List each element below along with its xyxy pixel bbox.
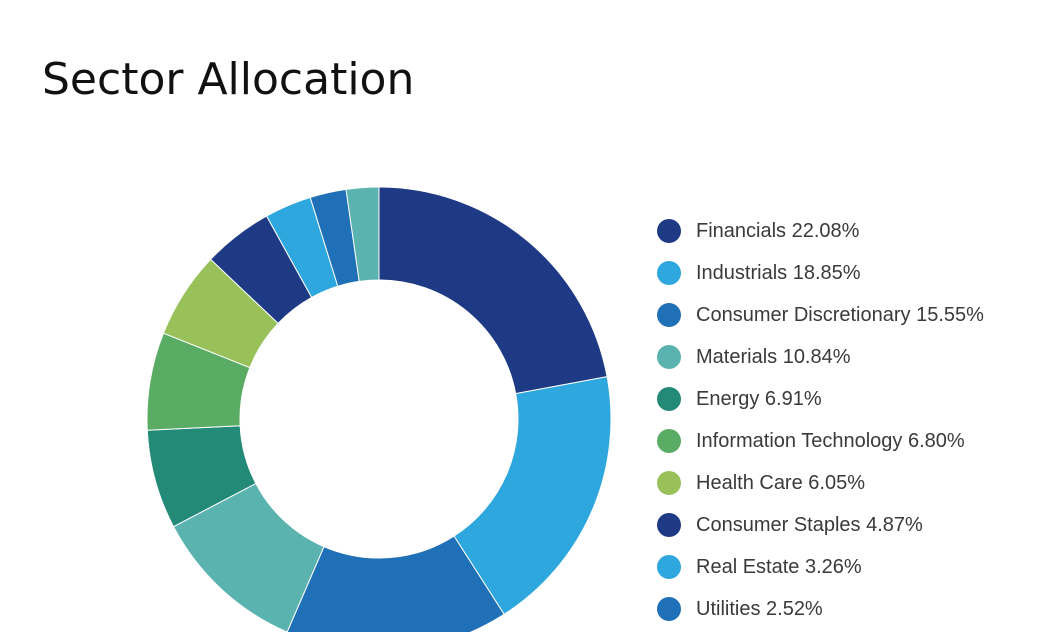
legend-swatch [657, 513, 681, 537]
chart-title: Sector Allocation [42, 54, 415, 105]
legend-item-real-estate[interactable]: Real Estate 3.26% [657, 546, 984, 588]
legend-label: Financials 22.08% [696, 219, 860, 242]
legend-swatch [657, 303, 681, 327]
legend-swatch [657, 555, 681, 579]
legend-label: Energy 6.91% [696, 387, 822, 410]
legend-swatch [657, 471, 681, 495]
legend-label: Consumer Discretionary 15.55% [696, 303, 984, 326]
legend-item-financials[interactable]: Financials 22.08% [657, 210, 984, 252]
legend-label: Health Care 6.05% [696, 471, 865, 494]
legend-label: Materials 10.84% [696, 345, 851, 368]
chart-legend: Financials 22.08% Industrials 18.85% Consu… [657, 210, 984, 630]
legend-item-industrials[interactable]: Industrials 18.85% [657, 252, 984, 294]
legend-label: Information Technology 6.80% [696, 429, 965, 452]
legend-item-energy[interactable]: Energy 6.91% [657, 378, 984, 420]
slice-industrials[interactable] [453, 376, 612, 616]
slice-other[interactable] [345, 186, 380, 282]
legend-item-materials[interactable]: Materials 10.84% [657, 336, 984, 378]
legend-label: Consumer Staples 4.87% [696, 513, 923, 536]
legend-label: Real Estate 3.26% [696, 555, 862, 578]
legend-swatch [657, 345, 681, 369]
legend-item-consumer-discretionary[interactable]: Consumer Discretionary 15.55% [657, 294, 984, 336]
slice-consumer-discretionary[interactable] [286, 535, 505, 632]
legend-item-information-technology[interactable]: Information Technology 6.80% [657, 420, 984, 462]
slice-financials[interactable] [378, 186, 608, 395]
legend-swatch [657, 387, 681, 411]
legend-swatch [657, 429, 681, 453]
legend-item-health-care[interactable]: Health Care 6.05% [657, 462, 984, 504]
legend-item-utilities[interactable]: Utilities 2.52% [657, 588, 984, 630]
legend-item-consumer-staples[interactable]: Consumer Staples 4.87% [657, 504, 984, 546]
legend-swatch [657, 261, 681, 285]
legend-swatch [657, 219, 681, 243]
legend-label: Utilities 2.52% [696, 597, 823, 620]
legend-swatch [657, 597, 681, 621]
legend-label: Industrials 18.85% [696, 261, 861, 284]
